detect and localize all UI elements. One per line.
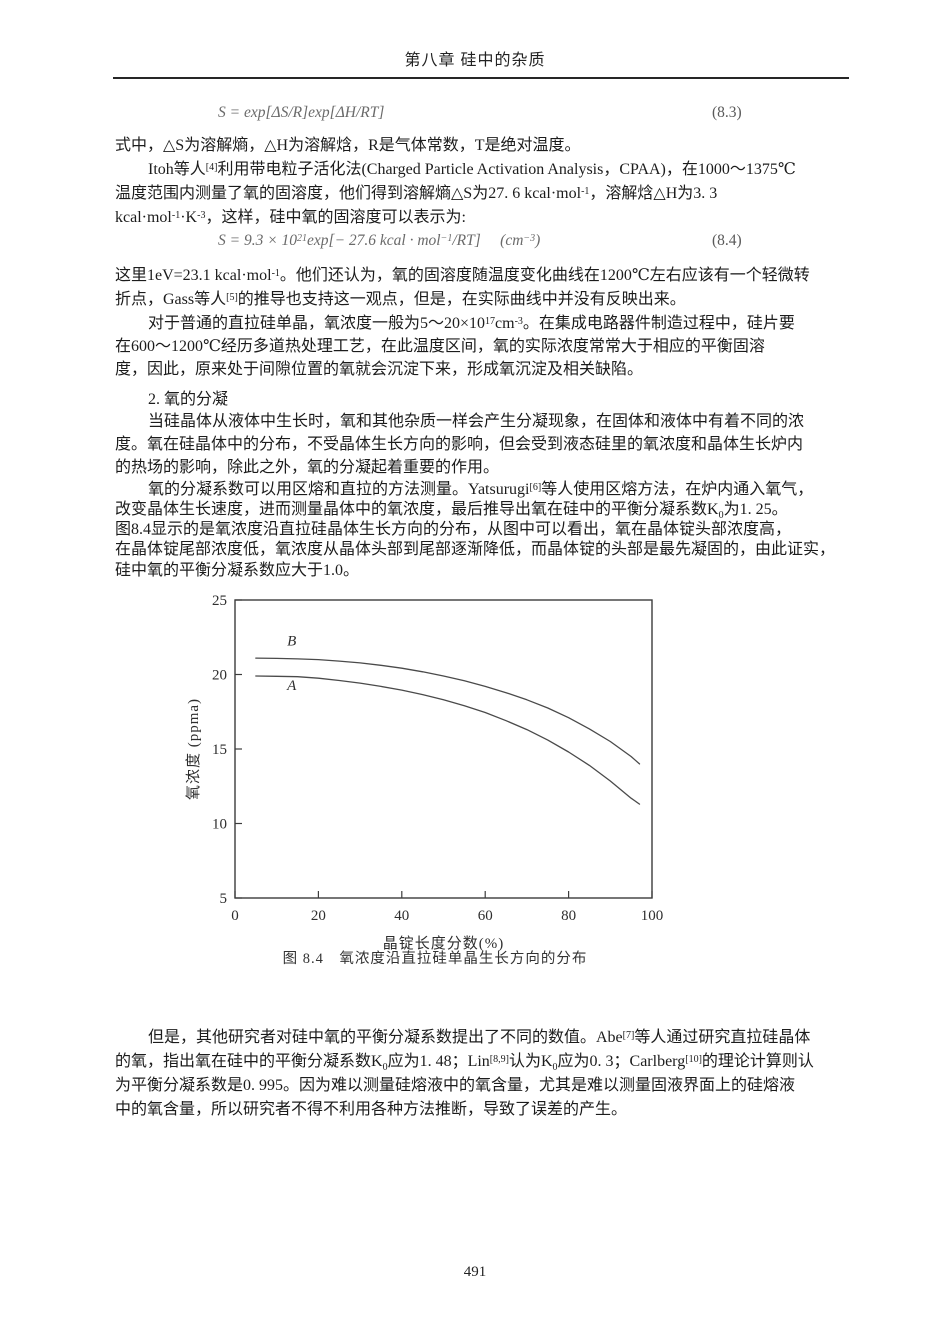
x-tick-label: 80 xyxy=(561,908,576,924)
text-line: 改变晶体生长速度，进而测量晶体中的氧浓度，最后推导出氧在硅中的平衡分凝系数K0为… xyxy=(115,501,788,521)
text-line: Itoh等人[4]利用带电粒子活化法(Charged Particle Acti… xyxy=(148,161,796,178)
text-line: 硅中氧的平衡分凝系数应大于1.0。 xyxy=(115,562,360,579)
y-tick-label: 15 xyxy=(212,742,227,758)
curve-label-A: A xyxy=(286,678,297,694)
y-axis-label: 氧浓度 (ppma) xyxy=(185,698,202,800)
y-tick-label: 10 xyxy=(212,817,227,833)
figure-chart: 0 20 40 60 80 100 5 10 15 20 25 B A 晶锭长度分数(%) 氧浓度 (ppm… xyxy=(185,593,664,952)
text-line: 折点，Gass等人[5]的推导也支持这一观点，但是，在实际曲线中并没有反映出来。 xyxy=(115,291,686,308)
curve-label-B: B xyxy=(287,633,296,649)
equation-8-4: S = 9.3 × 1021exp[− 27.6 kcal · mol−1/RT… xyxy=(218,232,541,249)
curve-B xyxy=(255,657,641,765)
plot-frame xyxy=(234,599,653,899)
x-tick-label: 40 xyxy=(394,908,409,924)
text-line: 图8.4显示的是氧浓度沿直拉硅晶体生长方向的分布，从图中可以看出，氧在晶体锭头部… xyxy=(115,521,792,538)
x-tick-label: 0 xyxy=(231,908,239,924)
text-line: 为平衡分凝系数是0. 995。因为难以测量硅熔液中的氧含量，尤其是难以测量固液界… xyxy=(115,1077,796,1094)
y-tick-label: 25 xyxy=(212,593,227,609)
figure-8-4: 0 20 40 60 80 100 5 10 15 20 25 B A 晶锭长度分数(%) 氧浓度 (ppm… xyxy=(180,585,700,975)
text-line: 式中，△S为溶解熵，△H为溶解焓，R是气体常数，T是绝对温度。 xyxy=(115,137,581,154)
chapter-header: 第八章 硅中的杂质 xyxy=(404,52,546,69)
x-tick-label: 100 xyxy=(641,908,664,924)
text-line: 中的氧含量，所以研究者不得不利用各种方法推断，导致了误差的产生。 xyxy=(115,1101,628,1118)
text-line: 度，因此，原来处于间隙位置的氧就会沉淀下来，形成氧沉淀及相关缺陷。 xyxy=(115,361,644,378)
text-line: 的热场的影响，除此之外，氧的分凝起着重要的作用。 xyxy=(115,459,500,476)
section-heading: 2. 氧的分凝 xyxy=(148,391,229,408)
text-line: 度。氧在硅晶体中的分布，不受晶体生长方向的影响，但会受到液态硅里的氧浓度和晶体生… xyxy=(115,436,804,453)
text-line: 的氧，指出氧在硅中的平衡分凝系数K0应为1. 48；Lin[8,9]认为K0应为… xyxy=(115,1053,814,1073)
text-line: 在600～1200℃经历多道热处理工艺，在此温度区间，氧的实际浓度常常大于相应的… xyxy=(115,338,765,355)
text-line: 在晶体锭尾部浓度低，氧浓度从晶体头部到尾部逐渐降低，而晶体锭的头部是最先凝固的，… xyxy=(115,541,836,558)
y-tick-label: 20 xyxy=(212,668,227,684)
page-number: 491 xyxy=(463,1264,487,1280)
figure-caption: 图 8.4 氧浓度沿直拉硅单晶生长方向的分布 xyxy=(282,951,588,967)
equation-8-3: S = exp[ΔS/R]exp[ΔH/RT] xyxy=(218,104,385,121)
text-line: 但是，其他研究者对硅中氧的平衡分凝系数提出了不同的数值。Abe[7]等人通过研究… xyxy=(148,1029,811,1046)
x-tick-label: 20 xyxy=(311,908,326,924)
header-rule xyxy=(113,77,849,79)
text-line: 氧的分凝系数可以用区熔和直拉的方法测量。Yatsurugi[6]等人使用区熔方法… xyxy=(148,481,814,498)
curve-A xyxy=(255,675,641,805)
text-line: 当硅晶体从液体中生长时，氧和其他杂质一样会产生分凝现象，在固体和液体中有着不同的… xyxy=(148,413,805,430)
y-tick-label: 5 xyxy=(220,891,228,907)
text-line: 温度范围内测量了氧的固溶度，他们得到溶解熵△S为27. 6 kcal·mol-1… xyxy=(115,185,718,202)
text-line: 对于普通的直拉硅单晶，氧浓度一般为5～20×1017cm-3。在集成电路器件制造… xyxy=(148,315,795,332)
text-line: 这里1eV=23.1 kcal·mol-1。他们还认为，氧的固溶度随温度变化曲线… xyxy=(115,267,810,284)
x-tick-label: 60 xyxy=(478,908,493,924)
equation-8-4-number: (8.4) xyxy=(712,232,742,249)
equation-8-3-number: (8.3) xyxy=(712,104,742,121)
x-axis-label: 晶锭长度分数(%) xyxy=(383,935,505,952)
text-line: kcal·mol-1·K-3，这样，硅中氧的固溶度可以表示为: xyxy=(115,209,466,226)
